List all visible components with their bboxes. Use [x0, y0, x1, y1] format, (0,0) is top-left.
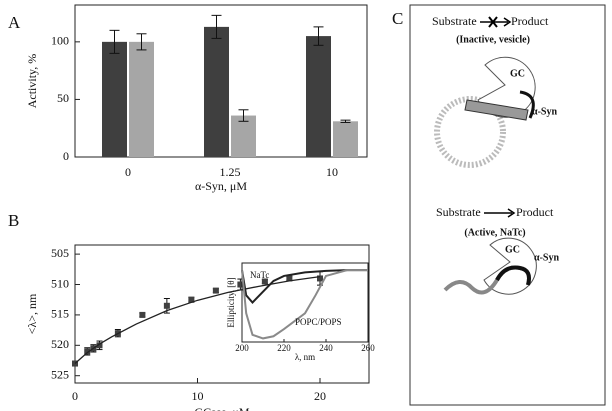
y-tick-label: 50: [57, 91, 69, 105]
y-tick-label: 515: [51, 307, 69, 321]
plot-frame: [241, 262, 369, 343]
y-axis-label: Ellipticity, [θ]: [226, 277, 236, 327]
protein-label: α-Syn: [532, 106, 557, 117]
x-tick-label: 0: [72, 389, 78, 403]
y-tick-label: 520: [51, 337, 69, 351]
panel-label: B: [8, 211, 19, 230]
x-tick-label: 1.25: [220, 165, 241, 179]
y-tick-label: 525: [51, 367, 69, 381]
enzyme-label: GC: [510, 68, 525, 79]
data-point: [261, 278, 268, 285]
bar: [306, 36, 331, 157]
substrate: Substrate: [432, 14, 477, 28]
bar: [102, 41, 127, 158]
data-point: [188, 296, 195, 303]
x-tick-label: 20: [314, 389, 326, 403]
diagram-frame: [409, 4, 606, 406]
y-axis-label: <λ>, nm: [25, 293, 39, 334]
x-tick-label: 220: [277, 343, 291, 353]
data-point: [96, 342, 103, 349]
product: Product: [511, 14, 549, 28]
arrow-head: [507, 208, 516, 218]
data-point: [317, 275, 323, 282]
series-label: POPC/POPS: [295, 317, 342, 327]
x-tick-label: 10: [192, 389, 204, 403]
protein-label: α-Syn: [534, 252, 559, 263]
product: Product: [516, 205, 554, 219]
y-tick-label: 0: [63, 149, 69, 163]
data-point: [163, 302, 170, 309]
syn-tail: [519, 90, 535, 119]
vesicle: [434, 96, 506, 168]
x-axis-label: α-Syn, μM: [195, 179, 247, 193]
plot-frame: [74, 244, 370, 384]
x-tick-label: 260: [361, 343, 375, 353]
panel-label: A: [8, 13, 21, 32]
cross: [488, 16, 498, 28]
state: (Inactive, vesicle): [456, 34, 530, 45]
data-point: [212, 287, 219, 294]
y-tick-label: 510: [51, 276, 69, 290]
helix: [464, 99, 529, 121]
data-point: [139, 311, 146, 318]
arrow-head: [503, 17, 512, 27]
bar: [204, 26, 229, 158]
x-axis-label: λ, nm: [295, 352, 315, 362]
substrate: Substrate: [436, 205, 481, 219]
spectrum: [241, 269, 368, 340]
enzyme-label: GC: [505, 244, 520, 255]
data-point: [84, 348, 91, 355]
bar: [129, 41, 154, 158]
y-axis-label: Activity, %: [25, 54, 39, 109]
panel-label: C: [392, 9, 403, 28]
x-tick-label: 240: [319, 343, 333, 353]
y-tick-label: 100: [51, 34, 69, 48]
x-tick-label: 200: [235, 343, 249, 353]
series-label: NaTc: [250, 270, 269, 280]
data-point: [286, 275, 293, 282]
syn-segment: [495, 265, 531, 286]
bar: [333, 121, 358, 157]
x-tick-label: 0: [125, 165, 131, 179]
x-axis-label: GCase, μM: [194, 405, 249, 411]
data-point: [237, 281, 244, 288]
spectrum: [241, 269, 368, 304]
x-tick-label: 10: [326, 165, 338, 179]
bar: [231, 115, 256, 157]
state: (Active, NaTc): [464, 227, 525, 238]
y-tick-label: 505: [51, 246, 69, 260]
